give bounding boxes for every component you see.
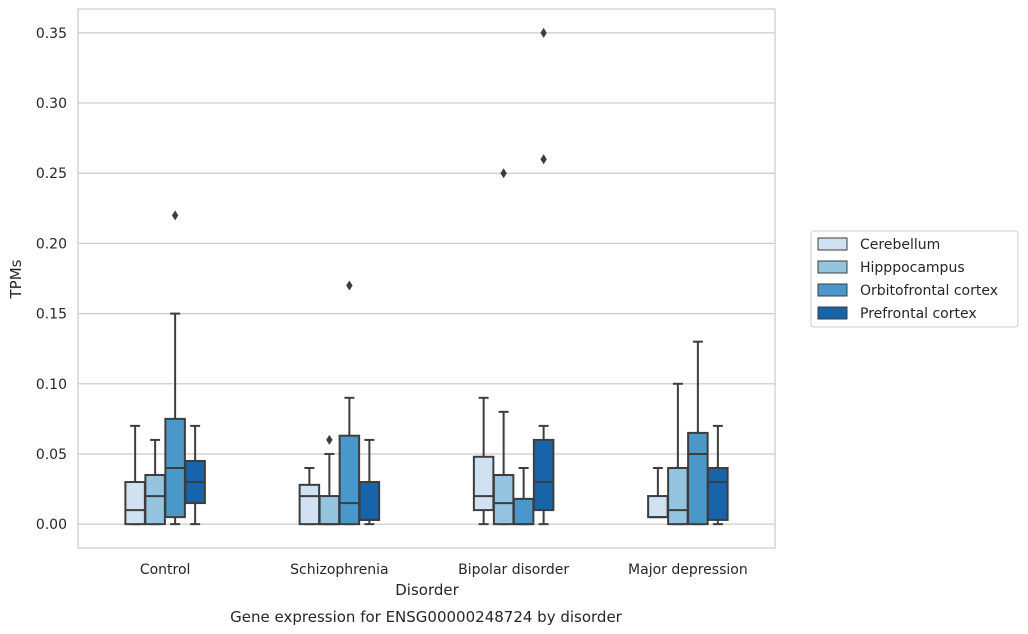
legend-label: Orbitofrontal cortex — [860, 283, 998, 299]
box-1-2 — [338, 280, 361, 526]
box-2-1 — [492, 168, 515, 526]
y-tick-label: 0.20 — [36, 236, 67, 252]
legend-swatch — [817, 237, 848, 251]
legend-label: Hipppocampus — [860, 260, 965, 276]
legend-frame — [810, 230, 1019, 328]
box-body — [512, 497, 535, 526]
y-tick-label: 0.10 — [36, 377, 67, 393]
box-0-0 — [124, 424, 146, 526]
plot-frame — [77, 8, 776, 549]
box-2-0 — [472, 396, 495, 526]
box-body — [707, 466, 729, 521]
outlier-point — [346, 280, 353, 291]
y-tick-label: 0.15 — [36, 307, 67, 323]
box-body — [124, 481, 146, 526]
box-body — [144, 474, 166, 526]
legend-swatch — [817, 283, 848, 297]
outlier-point — [540, 27, 547, 38]
x-tick-labels: Control Schizophrenia Bipolar disorder Majo… — [140, 562, 748, 578]
box-0-2 — [164, 210, 186, 526]
box-body — [298, 483, 321, 526]
box-0-3 — [184, 424, 206, 526]
legend-swatch — [817, 260, 848, 274]
box-body — [338, 434, 361, 526]
box-3-1 — [667, 382, 689, 526]
chart-caption: Gene expression for ENSG00000248724 by d… — [230, 608, 623, 626]
box-body — [532, 438, 555, 512]
y-tick-label: 0.35 — [36, 26, 67, 42]
box-body — [318, 495, 341, 526]
outlier-point — [326, 434, 333, 445]
outlier-point — [500, 168, 507, 179]
x-tick-label: Major depression — [628, 562, 748, 578]
box-2-3 — [532, 27, 555, 526]
legend: Cerebellum Hipppocampus Orbitofrontal cort… — [810, 230, 1019, 328]
y-tick-label: 0.30 — [36, 96, 67, 112]
box-3-0 — [647, 466, 669, 519]
legend-label: Prefrontal cortex — [860, 306, 977, 322]
box-body — [492, 474, 515, 526]
box-body — [687, 431, 709, 526]
y-tick-label: 0.00 — [36, 517, 67, 533]
x-tick-label: Bipolar disorder — [458, 562, 569, 578]
y-axis-label: TPMs — [7, 259, 25, 299]
box-2-2 — [512, 466, 535, 526]
outlier-point — [540, 154, 547, 165]
box-body — [472, 455, 495, 512]
x-tick-label: Control — [140, 562, 191, 578]
x-tick-label: Schizophrenia — [290, 562, 388, 578]
box-1-3 — [358, 438, 381, 526]
box-body — [667, 466, 689, 526]
y-tick-label: 0.05 — [36, 447, 67, 463]
box-body — [358, 481, 381, 521]
box-body — [647, 495, 669, 519]
box-3-3 — [707, 424, 729, 526]
y-tick-label: 0.25 — [36, 166, 67, 182]
outlier-point — [171, 210, 179, 221]
x-axis-label: Disorder — [395, 581, 459, 599]
box-groups — [124, 27, 729, 526]
legend-label: Cerebellum — [860, 237, 940, 253]
legend-swatch — [817, 306, 848, 320]
y-tick-labels: 0.00 0.05 0.10 0.15 0.20 0.25 0.30 0.35 — [36, 26, 67, 533]
